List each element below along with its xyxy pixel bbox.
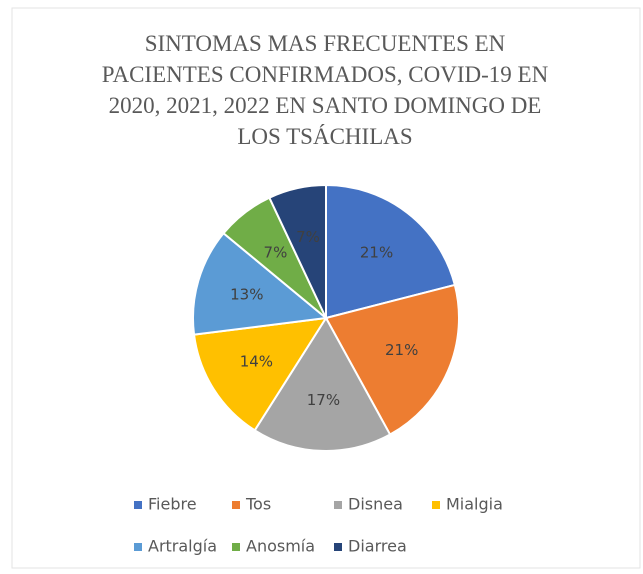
pie-slice xyxy=(325,183,457,320)
legend-label: Fiebre xyxy=(148,495,197,514)
legend-label: Diarrea xyxy=(348,537,407,556)
legend-label: Anosmía xyxy=(246,537,315,556)
legend-label: Artralgía xyxy=(148,537,217,556)
legend-label: Disnea xyxy=(348,495,403,514)
chart-title: SINTOMAS MAS FRECUENTES EN PACIENTES CON… xyxy=(101,31,549,149)
data-label: 21% xyxy=(385,341,418,359)
legend-swatch xyxy=(134,501,142,509)
data-label: 13% xyxy=(230,285,263,303)
pie-slice xyxy=(268,183,327,319)
data-label: 7% xyxy=(296,228,320,246)
data-label: 21% xyxy=(360,243,393,261)
legend-label: Mialgia xyxy=(446,495,503,514)
pie-slice xyxy=(324,283,460,436)
legend-swatch xyxy=(432,501,440,509)
legend-swatch xyxy=(334,501,342,509)
pie-slice xyxy=(192,316,328,432)
pie-slice xyxy=(253,316,392,452)
legend-swatch xyxy=(334,543,342,551)
data-label: 14% xyxy=(240,353,273,371)
legend-swatch xyxy=(232,501,240,509)
legend-label: Tos xyxy=(245,495,271,514)
data-label: 17% xyxy=(307,391,340,409)
legend-swatch xyxy=(134,543,142,551)
chart-frame xyxy=(11,7,641,569)
pie-slice xyxy=(192,231,329,336)
legend-swatch xyxy=(232,543,240,551)
data-label: 7% xyxy=(264,243,288,261)
